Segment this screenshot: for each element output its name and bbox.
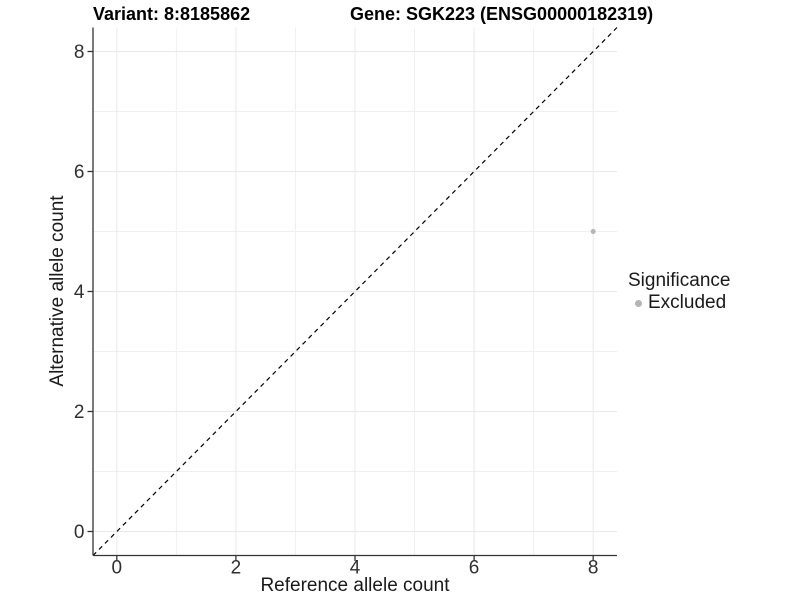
x-tick-label: 8 xyxy=(588,558,599,579)
legend: Significance Excluded xyxy=(628,269,730,313)
y-tick-label: 8 xyxy=(74,42,85,63)
y-tick-label: 0 xyxy=(74,522,85,543)
plot-title-gene: Gene: SGK223 (ENSG00000182319) xyxy=(350,4,654,24)
plot-title-variant: Variant: 8:8185862 xyxy=(93,4,251,24)
y-tick-label: 2 xyxy=(74,402,85,423)
x-tick-label: 6 xyxy=(469,558,480,579)
legend-item-excluded: Excluded xyxy=(628,292,730,313)
x-tick-label: 4 xyxy=(350,558,361,579)
y-axis-title: Alternative allele count xyxy=(47,195,68,387)
legend-key-dot-icon xyxy=(635,299,642,307)
y-tick-label: 6 xyxy=(74,162,85,183)
legend-title: Significance xyxy=(628,270,731,291)
x-tick-label: 0 xyxy=(112,558,123,579)
legend-item-label: Excluded xyxy=(648,292,727,313)
data-point xyxy=(590,229,596,234)
y-tick-label: 4 xyxy=(74,282,85,303)
x-tick-label: 2 xyxy=(231,558,242,579)
x-axis-title: Reference allele count xyxy=(260,575,450,596)
